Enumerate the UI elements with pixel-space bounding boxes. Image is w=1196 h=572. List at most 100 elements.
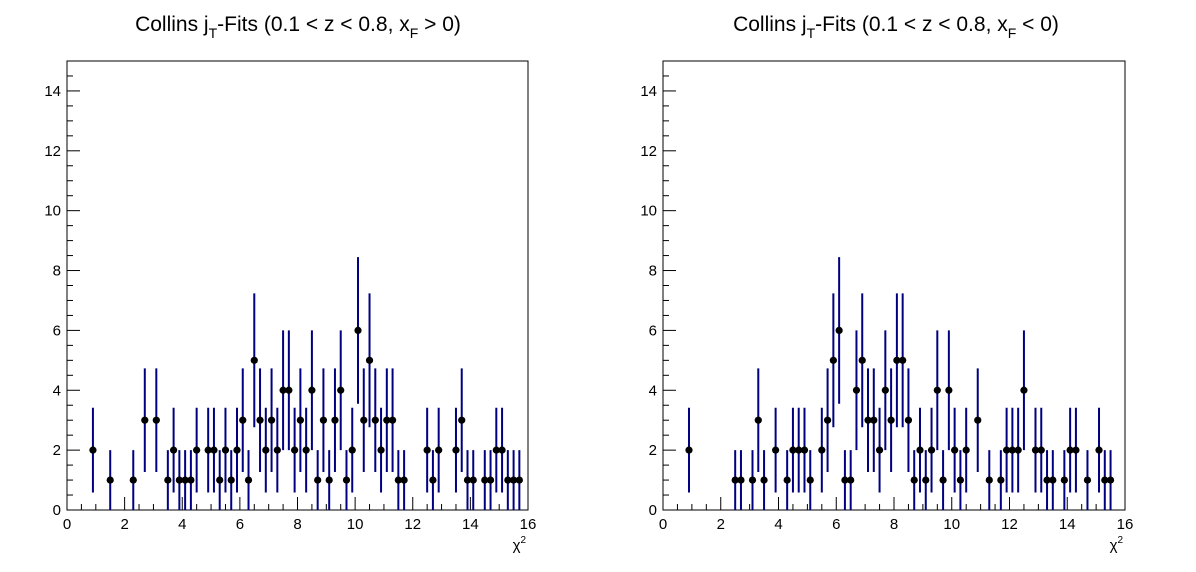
data-point xyxy=(400,476,408,484)
data-point xyxy=(864,416,872,424)
data-point xyxy=(296,416,304,424)
chart-title-subscript: T xyxy=(807,25,816,41)
y-tick-label: 8 xyxy=(649,263,657,280)
data-point xyxy=(239,416,247,424)
chart-title-subscript: F xyxy=(1008,25,1017,41)
data-point xyxy=(783,476,791,484)
data-point xyxy=(262,446,270,454)
data-point xyxy=(314,476,322,484)
data-point xyxy=(279,386,287,394)
data-point xyxy=(916,446,924,454)
x-axis-title-base: χ xyxy=(1110,537,1118,554)
data-point xyxy=(319,416,328,424)
x-tick-label: 6 xyxy=(236,516,244,533)
data-point xyxy=(1049,476,1057,484)
x-axis-title-superscript: 2 xyxy=(1117,535,1123,546)
data-point xyxy=(875,446,884,454)
chart-title-part: > 0) xyxy=(418,13,461,36)
data-point xyxy=(435,446,443,454)
data-point xyxy=(748,476,757,484)
data-point xyxy=(1072,446,1080,454)
x-tick-label: 10 xyxy=(347,516,364,533)
y-tick-label: 4 xyxy=(53,382,61,399)
data-point xyxy=(250,356,258,364)
data-point xyxy=(927,446,936,454)
data-point xyxy=(204,446,212,454)
x-axis-title-base: χ xyxy=(513,537,521,554)
data-point xyxy=(325,476,333,484)
data-point xyxy=(795,446,803,454)
data-point xyxy=(193,446,201,454)
data-point xyxy=(893,356,901,364)
data-point xyxy=(899,356,907,364)
data-point xyxy=(910,476,918,484)
x-tick-label: 16 xyxy=(520,516,537,533)
data-point xyxy=(170,446,178,454)
data-point xyxy=(904,416,913,424)
y-tick-label: 0 xyxy=(649,502,657,519)
y-tick-label: 10 xyxy=(44,203,61,220)
chart-title: Collins jT-Fits (0.1 < z < 0.8, xF < 0) xyxy=(733,13,1059,41)
x-tick-label: 10 xyxy=(943,516,960,533)
data-point xyxy=(1101,476,1109,484)
chart-title-part: Collins j xyxy=(733,13,807,36)
chart-title-subscript: T xyxy=(209,25,218,41)
data-point xyxy=(1095,446,1103,454)
plot-frame xyxy=(662,60,1126,511)
data-point xyxy=(348,446,356,454)
data-point xyxy=(789,446,797,454)
data-point xyxy=(887,416,895,424)
data-point xyxy=(187,476,195,484)
x-tick-label: 0 xyxy=(659,516,667,533)
data-point xyxy=(835,326,843,334)
data-point xyxy=(1106,476,1115,484)
x-tick-label: 8 xyxy=(890,516,898,533)
x-tick-label: 14 xyxy=(462,516,479,533)
data-point xyxy=(285,386,293,394)
data-point xyxy=(394,476,402,484)
data-point xyxy=(1014,446,1022,454)
data-point xyxy=(256,416,264,424)
y-tick-label: 6 xyxy=(649,322,657,339)
chart-title-part: -Fits (0.1 < z < 0.8, x xyxy=(217,13,410,36)
y-tick-label: 8 xyxy=(53,263,61,280)
x-tick-label: 2 xyxy=(717,516,725,533)
chart-title-part: Collins j xyxy=(135,13,209,36)
data-point xyxy=(1066,446,1074,454)
data-point xyxy=(244,476,253,484)
y-tick-label: 4 xyxy=(649,382,657,399)
data-point xyxy=(852,386,861,394)
data-point xyxy=(429,476,437,484)
data-point xyxy=(152,416,160,424)
chart-panel-1: Collins jT-Fits (0.1 < z < 0.8, xF > 0) 0… xyxy=(44,13,536,554)
data-point xyxy=(1083,476,1092,484)
data-point xyxy=(365,356,374,364)
data-point xyxy=(1031,446,1040,454)
data-point xyxy=(731,476,739,484)
data-point xyxy=(463,476,472,484)
chart-panel-2: Collins jT-Fits (0.1 < z < 0.8, xF < 0) 0… xyxy=(640,13,1133,554)
chart-title-subscript: F xyxy=(410,25,419,41)
data-point xyxy=(760,476,768,484)
data-point xyxy=(291,446,299,454)
data-point xyxy=(685,446,693,454)
data-point xyxy=(829,356,837,364)
data-point xyxy=(515,476,523,484)
y-tick-label: 2 xyxy=(649,442,657,459)
data-point xyxy=(951,446,959,454)
data-point xyxy=(962,446,970,454)
x-tick-label: 16 xyxy=(1117,516,1134,533)
x-tick-label: 4 xyxy=(774,516,782,533)
data-point xyxy=(331,416,339,424)
y-tick-label: 14 xyxy=(44,83,61,100)
y-tick-label: 0 xyxy=(53,502,61,519)
x-tick-label: 2 xyxy=(120,516,128,533)
chart-title-part: < 0) xyxy=(1016,13,1059,36)
data-point xyxy=(164,476,172,484)
data-point xyxy=(106,476,114,484)
data-point xyxy=(985,476,993,484)
y-tick-label: 12 xyxy=(44,143,61,160)
data-point xyxy=(504,476,512,484)
data-point xyxy=(481,476,489,484)
data-point xyxy=(939,476,947,484)
